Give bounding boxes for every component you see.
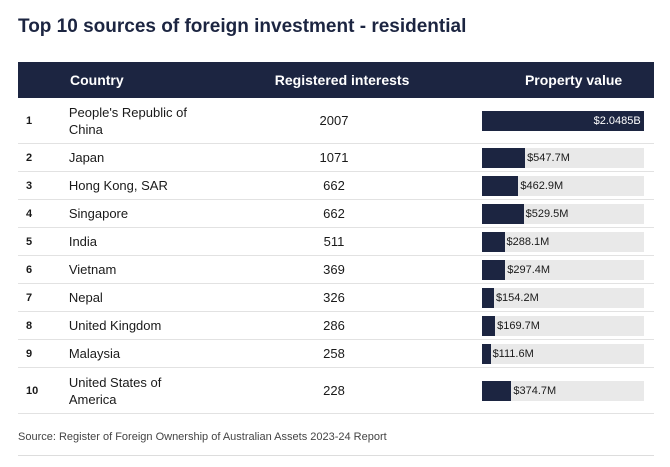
rank: 4 (26, 207, 33, 220)
rank: 6 (26, 263, 33, 276)
value-label: $154.2M (495, 291, 539, 304)
rank: 8 (26, 319, 33, 332)
country: United States of America (68, 374, 162, 407)
rank: 1 (26, 114, 33, 127)
rank: 2 (26, 151, 33, 164)
property-value-cell: $288.1M (481, 228, 654, 255)
registered-interests: 662 (323, 178, 345, 193)
country: People's Republic of China (68, 104, 187, 137)
registered-interests: 228 (323, 383, 345, 398)
property-value-cell: $529.5M (481, 200, 654, 227)
country: Vietnam (68, 262, 117, 277)
bar-track: $374.7M (481, 380, 644, 401)
country: India (68, 234, 98, 249)
table-row: 7 Nepal 326 $154.2M (18, 284, 654, 312)
property-value-cell: $111.6M (481, 340, 654, 367)
country: Nepal (68, 290, 103, 305)
title: Top 10 sources of foreign investment - r… (18, 16, 467, 37)
value-label: $462.9M (520, 179, 564, 192)
column-header: Property value (524, 72, 623, 88)
property-value-cell: $297.4M (481, 256, 654, 283)
bar (481, 380, 512, 401)
property-value-cell: $169.7M (481, 312, 654, 339)
country: Malaysia (68, 346, 121, 361)
rank: 7 (26, 291, 33, 304)
bar (481, 110, 644, 131)
source-note: Source: Register of Foreign Ownership of… (18, 431, 387, 443)
registered-interests: 258 (323, 346, 345, 361)
bar-track: $462.9M (481, 175, 644, 196)
value-label: $529.5M (525, 207, 569, 220)
bar-track: $529.5M (481, 203, 644, 224)
table: Country Registered interests Property va… (18, 62, 654, 414)
country: Singapore (68, 206, 129, 221)
column-header: Country (70, 71, 124, 88)
column-header: Registered interests (274, 72, 410, 88)
registered-interests: 511 (323, 234, 345, 249)
bar-track: $2.0485B (481, 110, 644, 131)
value-label: $288.1M (506, 235, 550, 248)
table-row: 1 People's Republic of China 2007 $2.0485B (18, 98, 654, 144)
property-value-cell: $547.7M (481, 144, 654, 171)
registered-interests: 1071 (319, 150, 349, 165)
bar (481, 259, 506, 280)
rank: 9 (26, 347, 33, 360)
bar (481, 147, 526, 168)
bar-track: $169.7M (481, 315, 644, 336)
country: Japan (68, 150, 105, 165)
bar-track: $297.4M (481, 259, 644, 280)
table-row: 8 United Kingdom 286 $169.7M (18, 312, 654, 340)
property-value-cell: $154.2M (481, 284, 654, 311)
registered-interests: 369 (323, 262, 345, 277)
property-value-cell: $374.7M (481, 368, 654, 413)
bar (481, 175, 519, 196)
rank: 10 (26, 384, 39, 397)
value-label: $547.7M (527, 151, 570, 164)
header-row: Country Registered interests Property va… (18, 62, 654, 98)
table-row: 5 India 511 $288.1M (18, 228, 654, 256)
property-value-cell: $2.0485B (481, 98, 654, 143)
table-row: 9 Malaysia 258 $111.6M (18, 340, 654, 368)
table-row: 6 Vietnam 369 $297.4M (18, 256, 654, 284)
table-row: 10 United States of America 228 $374.7M (18, 368, 654, 414)
bar-track: $111.6M (481, 343, 644, 364)
registered-interests: 326 (323, 290, 345, 305)
property-value-cell: $462.9M (481, 172, 654, 199)
divider (18, 455, 654, 456)
bar-track: $547.7M (481, 147, 644, 168)
rank: 3 (26, 179, 33, 192)
country: Hong Kong, SAR (68, 178, 168, 193)
registered-interests: 662 (323, 206, 345, 221)
registered-interests: 286 (323, 318, 345, 333)
value-label: $374.7M (513, 384, 557, 397)
bar (481, 315, 496, 336)
value-label: $297.4M (507, 263, 551, 276)
bar (481, 343, 491, 364)
bar (481, 203, 524, 224)
table-row: 4 Singapore 662 $529.5M (18, 200, 654, 228)
bar-track: $288.1M (481, 231, 644, 252)
country: United Kingdom (68, 318, 162, 333)
bar (481, 287, 494, 308)
registered-interests: 2007 (319, 113, 349, 128)
value-label: $111.6M (492, 347, 534, 360)
rank: 5 (26, 235, 33, 248)
table-row: 2 Japan 1071 $547.7M (18, 144, 654, 172)
value-label: $169.7M (497, 319, 540, 332)
bar (481, 231, 505, 252)
value-label: $2.0485B (593, 114, 641, 127)
bar-track: $154.2M (481, 287, 644, 308)
table-row: 3 Hong Kong, SAR 662 $462.9M (18, 172, 654, 200)
